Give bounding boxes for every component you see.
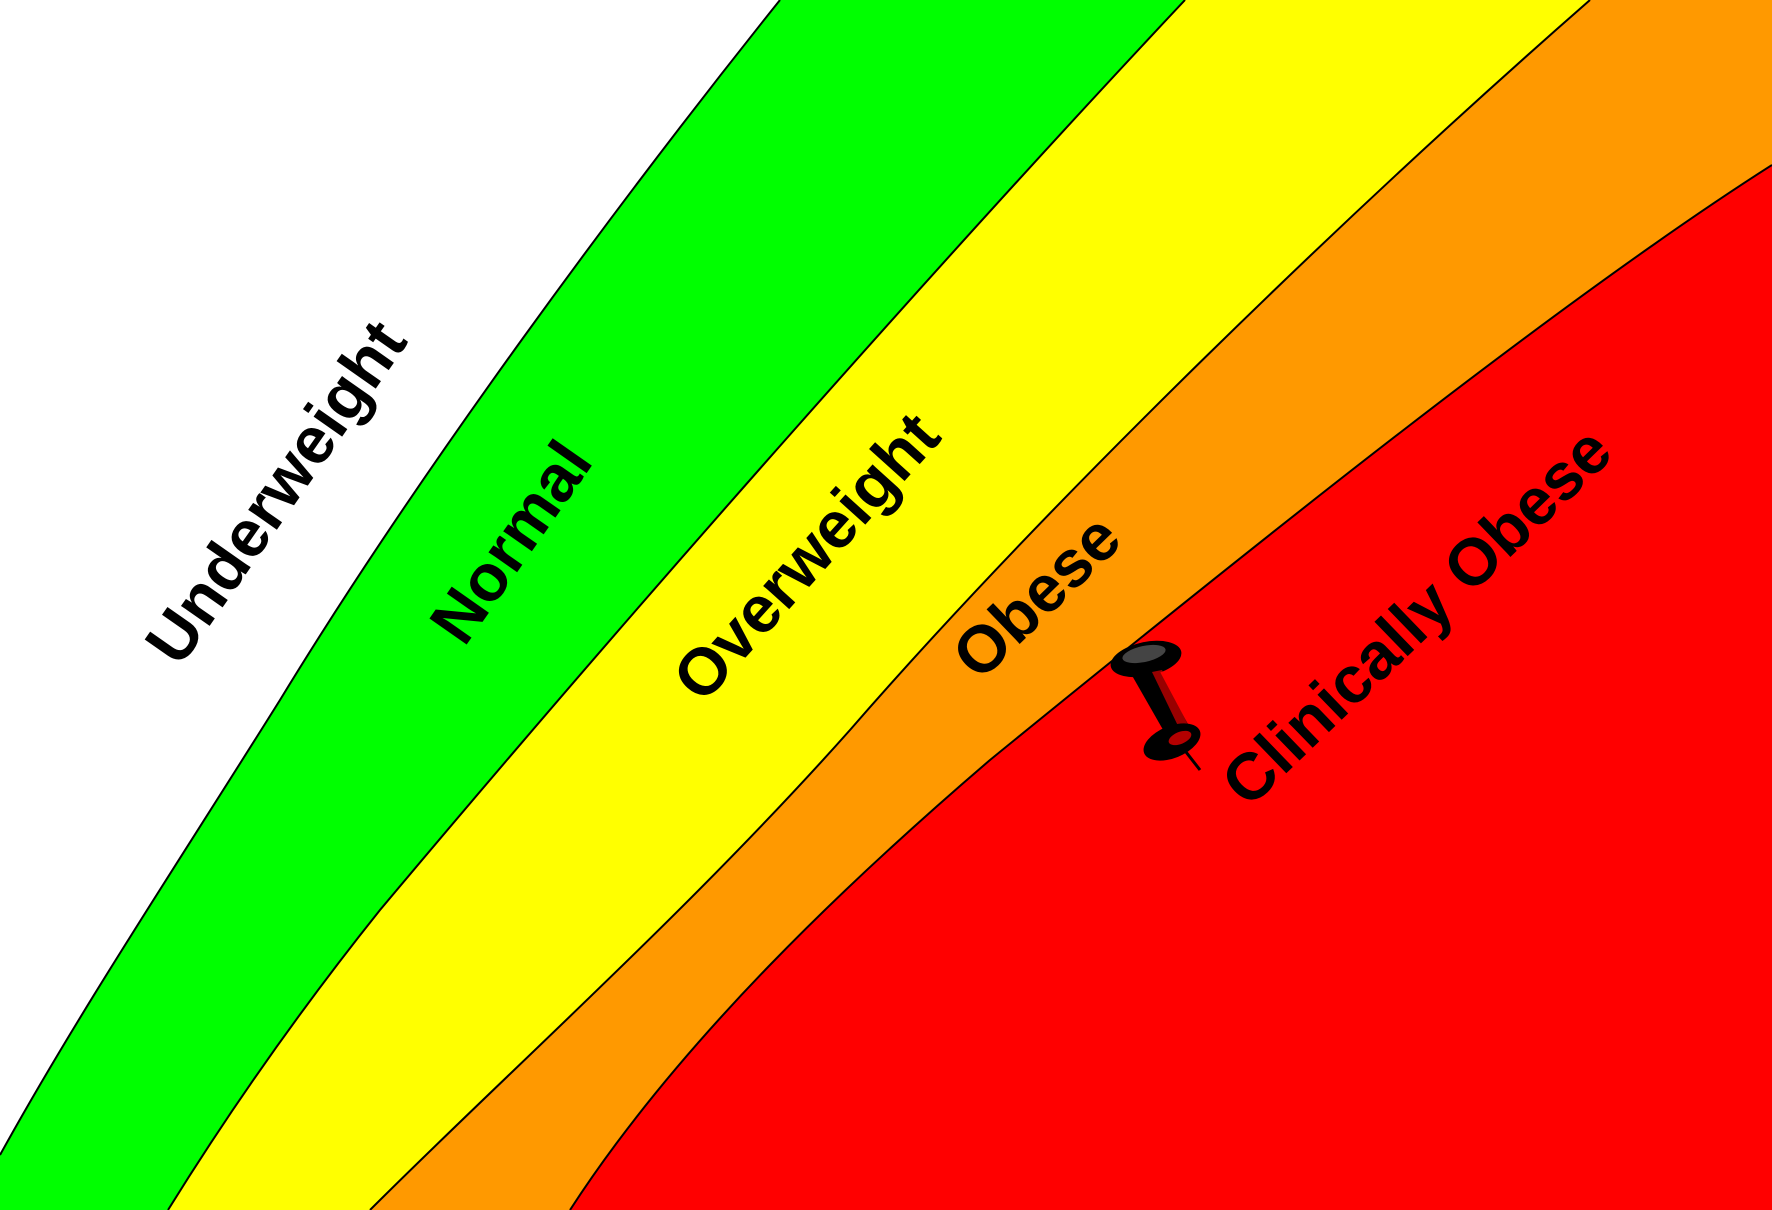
boundary-obese-clinically-obese: [569, 164, 1772, 1210]
pushpin-icon: [1110, 640, 1202, 771]
boundary-normal-overweight: [167, 0, 1186, 1210]
zone-clinically-obese-area: [570, 165, 1772, 1210]
boundary-overweight-obese: [369, 0, 1591, 1210]
boundary-underweight-normal: [0, 0, 781, 1156]
